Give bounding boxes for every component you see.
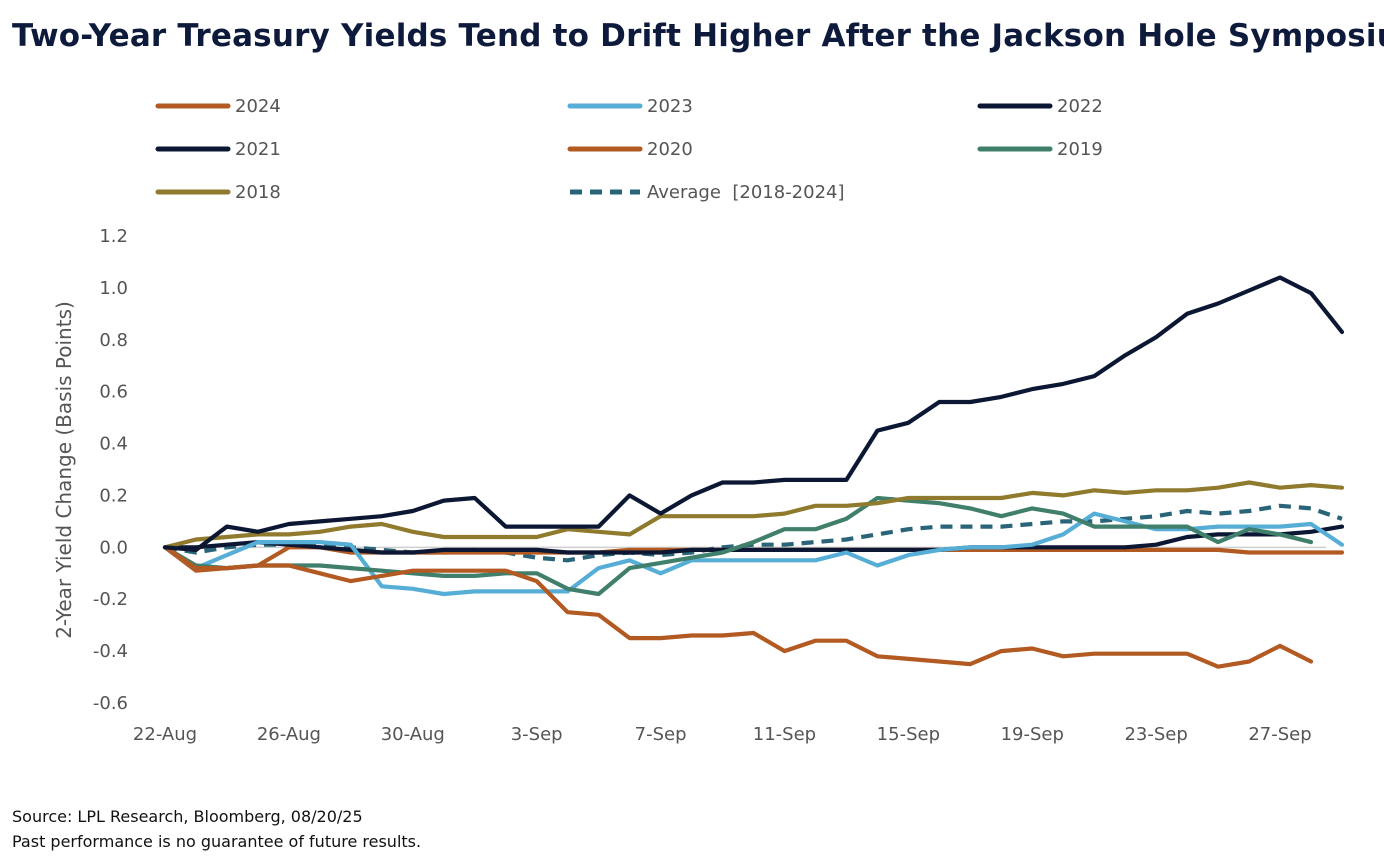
y-tick-label: 0.2 <box>99 485 128 506</box>
x-tick-label: 11-Sep <box>753 724 816 745</box>
x-tick-label: 27-Sep <box>1248 724 1311 745</box>
chart-title: Two-Year Treasury Yields Tend to Drift H… <box>12 18 1384 54</box>
y-tick-label: 0.0 <box>99 537 128 558</box>
y-tick-label: 0.8 <box>99 330 128 351</box>
x-tick-label: 26-Aug <box>257 724 321 745</box>
series-line-average <box>164 503 1343 563</box>
series-line-2019 <box>162 495 1314 597</box>
y-tick-label: -0.2 <box>93 589 128 610</box>
disclaimer-note: Past performance is no guarantee of futu… <box>12 832 422 851</box>
series-line-2024 <box>162 545 1314 669</box>
y-axis-label: 2-Year Yield Change (Basis Points) <box>52 301 76 639</box>
legend-label-2018: 2018 <box>235 182 281 203</box>
x-tick-label: 19-Sep <box>1001 724 1064 745</box>
series-line-2022 <box>162 524 1345 555</box>
y-tick-label: 0.6 <box>99 382 128 403</box>
x-tick-label: 23-Sep <box>1124 724 1187 745</box>
y-tick-label: -0.4 <box>93 641 128 662</box>
y-tick-label: 1.0 <box>99 278 128 299</box>
source-note: Source: LPL Research, Bloomberg, 08/20/2… <box>12 807 363 826</box>
y-tick-label: 1.2 <box>99 226 128 247</box>
series-line-2018 <box>162 480 1345 550</box>
y-tick-label: -0.6 <box>93 693 128 714</box>
series-lines <box>162 275 1345 669</box>
series-line-2021 <box>162 275 1345 553</box>
x-tick-label: 3-Sep <box>511 724 563 745</box>
x-tick-label: 22-Aug <box>133 724 197 745</box>
legend-label-average: Average [2018-2024] <box>647 182 845 203</box>
y-tick-label: 0.4 <box>99 434 128 455</box>
x-tick-label: 15-Sep <box>877 724 940 745</box>
legend-label-2022: 2022 <box>1057 96 1103 117</box>
legend-label-2024: 2024 <box>235 96 281 117</box>
x-tick-label: 7-Sep <box>635 724 687 745</box>
legend-label-2021: 2021 <box>235 139 281 160</box>
chart-legend: 2024 2023 2022 2021 2020 2019 2018 Average [201… <box>155 96 1103 203</box>
legend-label-2020: 2020 <box>647 139 693 160</box>
legend-label-2019: 2019 <box>1057 139 1103 160</box>
y-axis-ticks: 1.2 1.0 0.8 0.6 0.4 0.2 0.0 -0.2 -0.4 -0.6 <box>93 226 128 714</box>
x-axis-ticks: 22-Aug 26-Aug 30-Aug 3-Sep 7-Sep 11-Sep 15-Sep… <box>133 724 1312 745</box>
legend-label-2023: 2023 <box>647 96 693 117</box>
x-tick-label: 30-Aug <box>381 724 445 745</box>
